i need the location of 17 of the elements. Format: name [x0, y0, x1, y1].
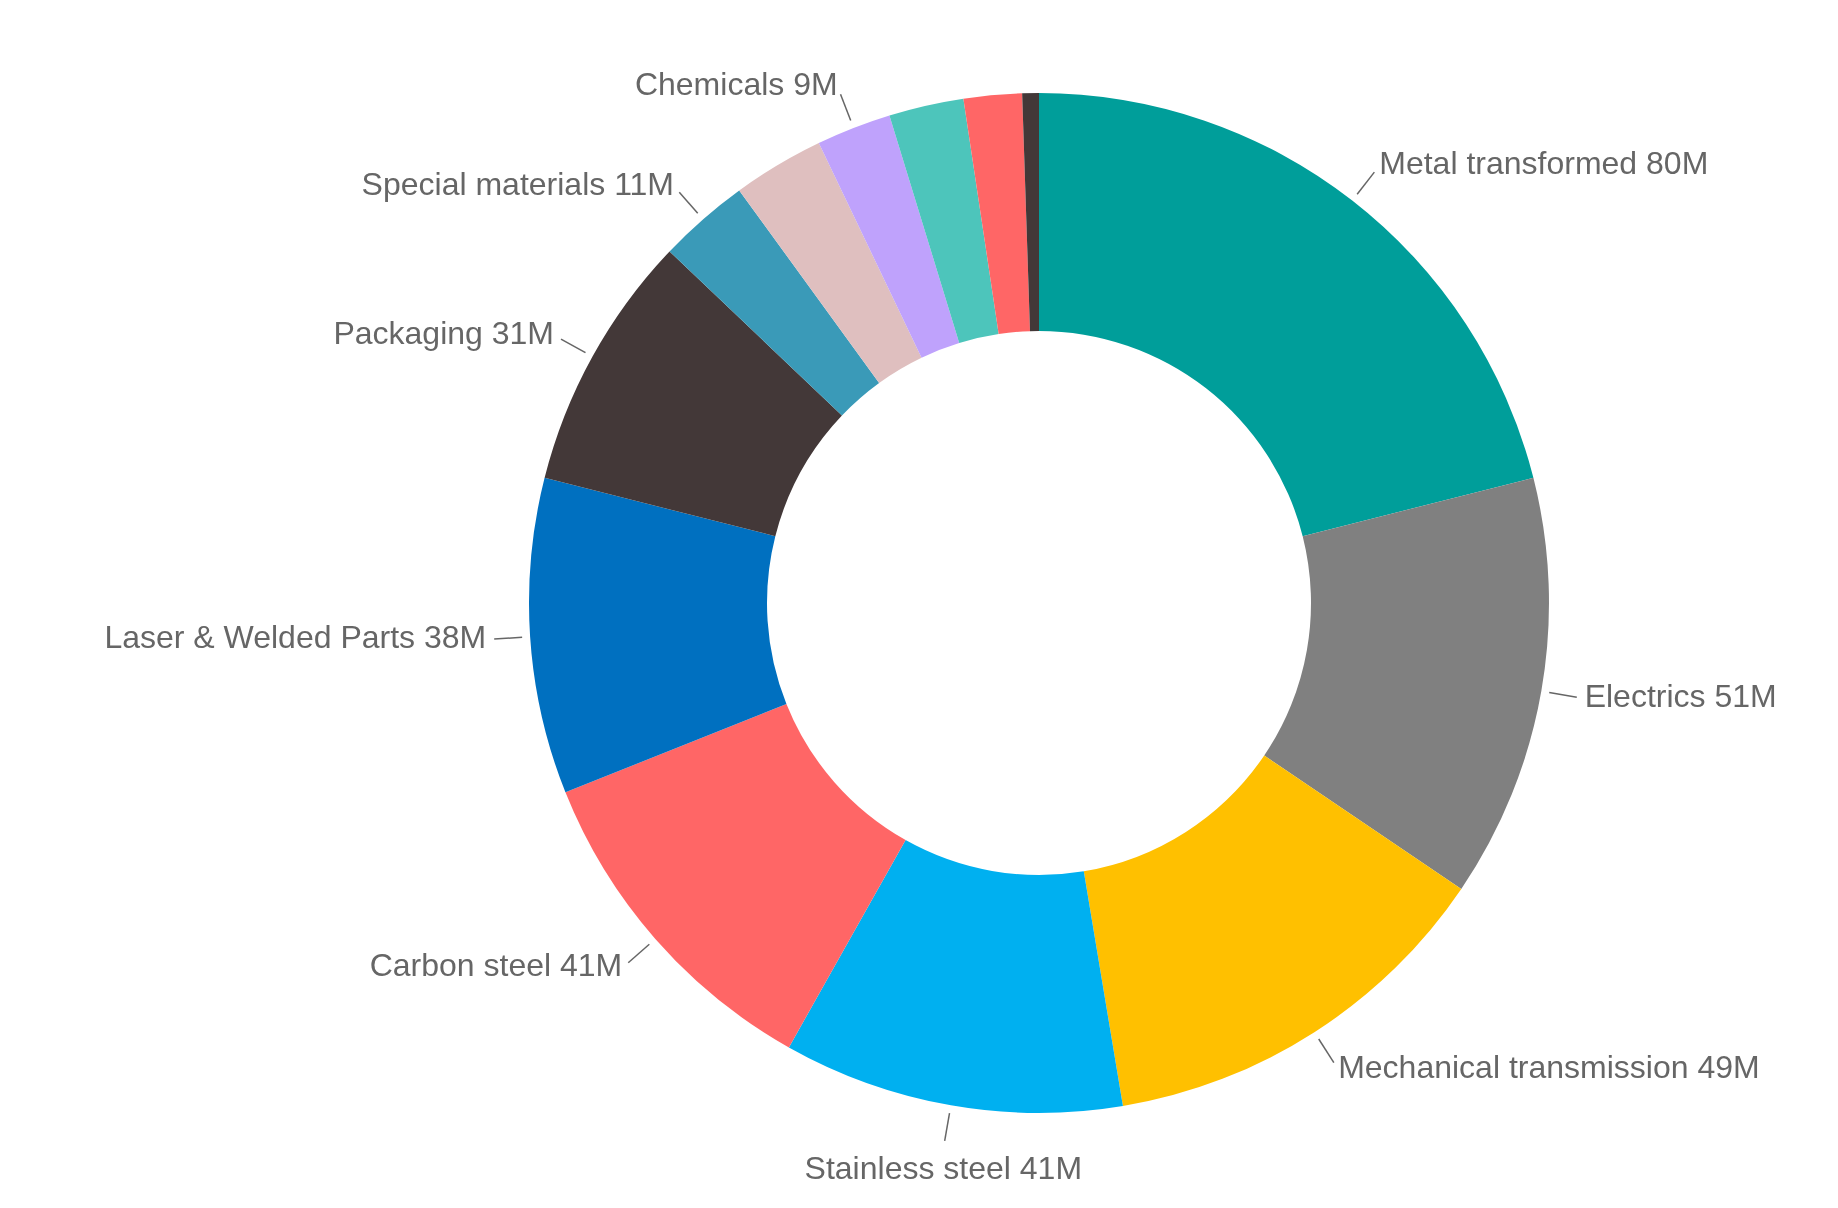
- slice-label: Laser & Welded Parts 38M: [104, 619, 487, 656]
- donut-slice: [963, 93, 1031, 335]
- slice-label: Chemicals 9M: [634, 66, 838, 103]
- slice-label: Packaging 31M: [333, 314, 554, 351]
- slice-label: Special materials 11M: [361, 165, 675, 202]
- donut-slice: [1022, 93, 1039, 332]
- donut-slice: [529, 477, 787, 793]
- donut-slice: [788, 840, 1123, 1113]
- slice-label: Metal transformed 80M: [1379, 145, 1709, 182]
- donut-slice: [889, 98, 999, 343]
- slice-label: Stainless steel 41M: [804, 1150, 1083, 1187]
- slice-label: Mechanical transmission 49M: [1338, 1048, 1760, 1085]
- donut-slice: [739, 142, 922, 383]
- slice-label: Carbon steel 41M: [369, 947, 623, 984]
- donut-slice: [818, 115, 960, 358]
- donut-slice: [1264, 477, 1549, 889]
- slice-label: Electrics 51M: [1584, 678, 1777, 715]
